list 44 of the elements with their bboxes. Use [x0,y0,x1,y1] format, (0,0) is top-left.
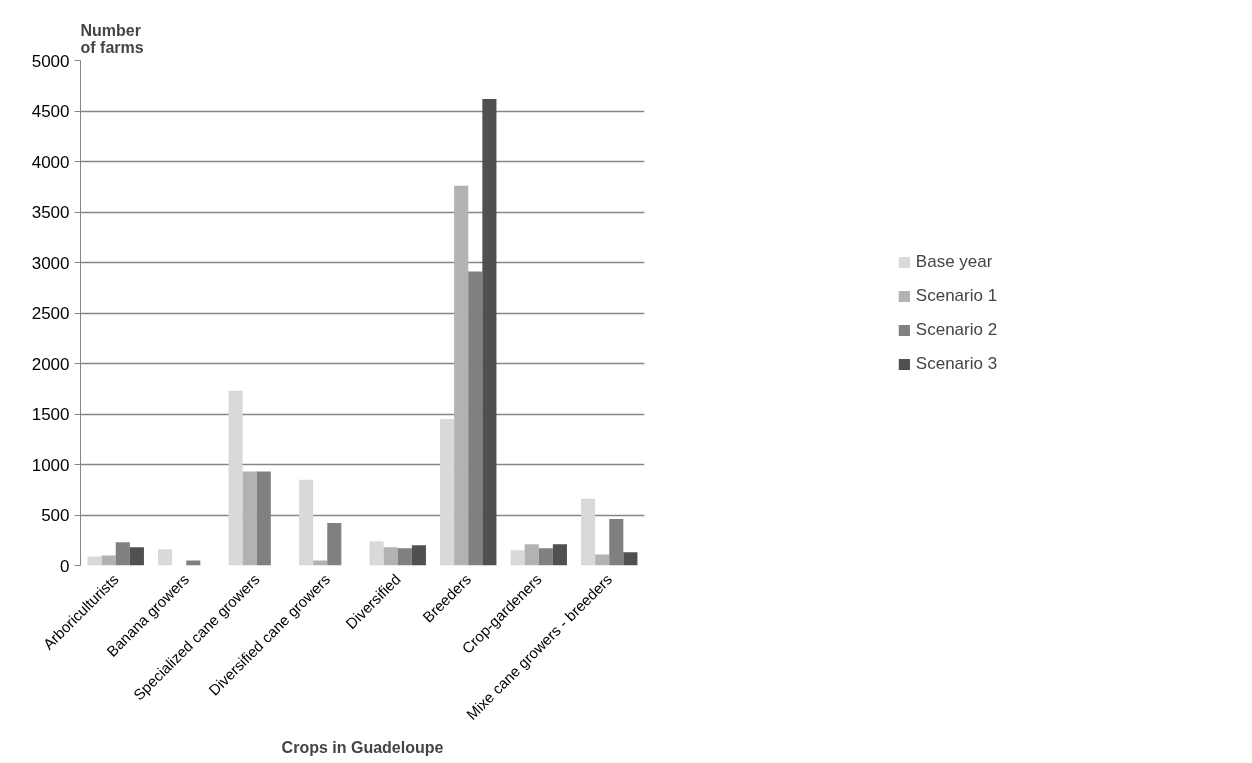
bar [609,519,624,566]
bar [186,560,201,566]
y-axis-title: Number of farms [80,21,144,56]
y-tick-label: 4500 [31,102,70,121]
bar [397,548,412,566]
bar [468,271,483,566]
y-tick-label: 1500 [31,405,70,424]
x-axis-title: Crops in Guadeloupe [281,738,444,756]
y-tick-label: 0 [60,556,70,576]
bar [115,542,130,566]
legend-label: Scenario 1 [915,285,998,306]
bar [440,419,455,566]
bar [242,471,257,566]
y-tick-label: 3000 [31,253,70,273]
bar [454,185,469,566]
bar [510,550,525,566]
y-tick-label: 4000 [31,152,70,172]
bar [482,98,497,566]
bar [299,479,314,566]
legend-label: Base year [915,251,993,272]
bar [158,549,173,566]
legend-label: Scenario 2 [915,319,998,340]
y-tick-label: 3500 [31,203,70,222]
y-tick-label: 500 [41,506,70,525]
bar [623,552,638,566]
y-tick-label: 5000 [31,51,70,71]
bar [327,523,342,566]
bar [581,498,596,566]
bar [411,545,426,566]
y-tick-label: 2000 [31,354,70,374]
bar [383,547,398,566]
y-tick-label: 2500 [31,304,70,323]
y-tick-label: 1000 [31,455,70,475]
bar [538,548,553,566]
bar [313,560,328,566]
bar [552,544,567,566]
bar [87,556,102,566]
bar [228,390,243,566]
bar [524,544,539,566]
bar [369,541,384,566]
bar [129,547,144,566]
bar [101,555,116,566]
bar [595,554,610,566]
legend-label: Scenario 3 [915,353,998,374]
